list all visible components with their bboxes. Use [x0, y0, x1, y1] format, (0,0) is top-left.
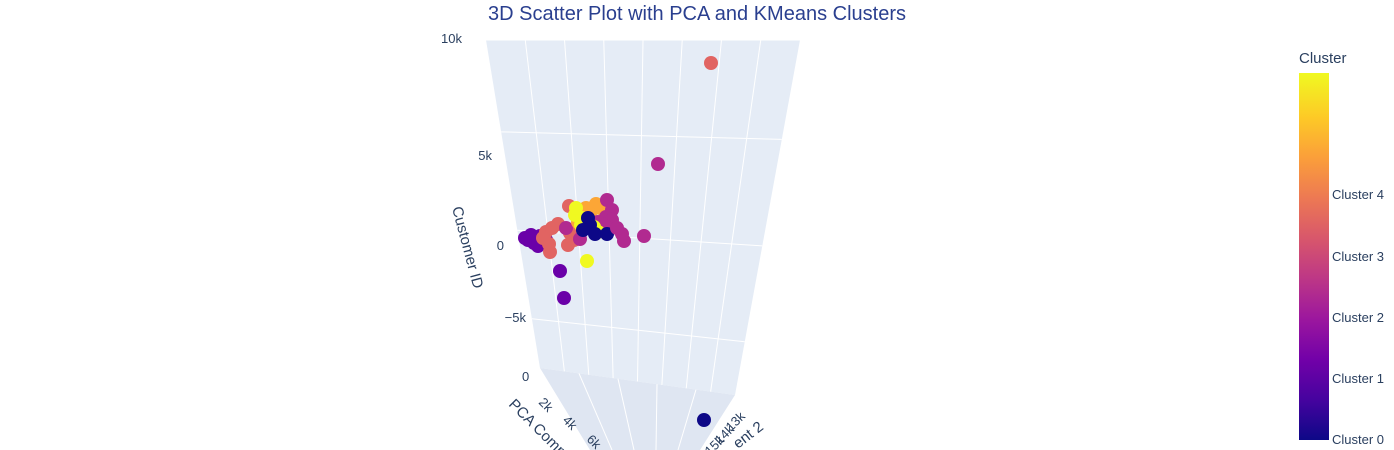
z-axis-title: Customer ID — [448, 205, 486, 291]
grid-floor-line — [578, 373, 613, 450]
grid-floor-line — [617, 378, 635, 450]
data-point-cluster-2 — [559, 221, 573, 235]
data-point-cluster-4 — [569, 201, 583, 215]
z-tick-0: 0 — [497, 238, 504, 253]
data-point-cluster-0 — [576, 223, 590, 237]
data-point-cluster-0 — [697, 413, 711, 427]
data-point-cluster-2 — [651, 157, 665, 171]
grid-vertical-line — [710, 39, 762, 392]
colorbar: Cluster Cluster 4 Cluster 3 Cluster 2 Cl… — [1299, 50, 1384, 447]
data-point-cluster-1 — [553, 264, 567, 278]
colorbar-gradient — [1299, 73, 1329, 440]
grid-vertical-line — [637, 39, 644, 382]
z-tick-5k: 5k — [478, 148, 492, 163]
x-tick-0: 0 — [522, 369, 529, 384]
colorbar-label-cluster-4: Cluster 4 — [1332, 187, 1384, 202]
z-tick-neg5k: −5k — [505, 310, 527, 325]
grid-vertical-line — [685, 39, 722, 389]
data-point-cluster-3 — [542, 237, 556, 251]
grid-vertical-line — [661, 39, 683, 385]
x-tick-2k: 2k — [536, 395, 557, 416]
data-point-cluster-2 — [610, 221, 624, 235]
z-axis-ticks: 10k 5k 0 −5k — [441, 31, 526, 325]
data-point-cluster-1 — [557, 291, 571, 305]
grid-horizontal-line — [501, 131, 782, 140]
data-point-cluster-2 — [617, 234, 631, 248]
data-point-cluster-2 — [637, 229, 651, 243]
data-point-cluster-1 — [518, 231, 532, 245]
colorbar-label-cluster-1: Cluster 1 — [1332, 371, 1384, 386]
data-point-cluster-4 — [580, 254, 594, 268]
grid-floor-line — [677, 389, 697, 450]
colorbar-label-cluster-2: Cluster 2 — [1332, 310, 1384, 325]
z-tick-10k: 10k — [441, 31, 462, 46]
data-points — [518, 56, 718, 427]
colorbar-label-cluster-3: Cluster 3 — [1332, 249, 1384, 264]
floor-pane — [540, 368, 735, 450]
chart-title: 3D Scatter Plot with PCA and KMeans Clus… — [488, 3, 906, 25]
scene-panes — [486, 39, 800, 450]
colorbar-label-cluster-0: Cluster 0 — [1332, 432, 1384, 447]
grid-vertical-line — [524, 39, 565, 372]
x-tick-6k: 6k — [584, 432, 605, 450]
colorbar-title: Cluster — [1299, 50, 1347, 67]
grid-horizontal-line — [531, 318, 745, 343]
data-point-cluster-0 — [588, 227, 602, 241]
back-pane — [486, 40, 800, 395]
data-point-cluster-3 — [704, 56, 718, 70]
grid-floor-line — [655, 384, 658, 450]
